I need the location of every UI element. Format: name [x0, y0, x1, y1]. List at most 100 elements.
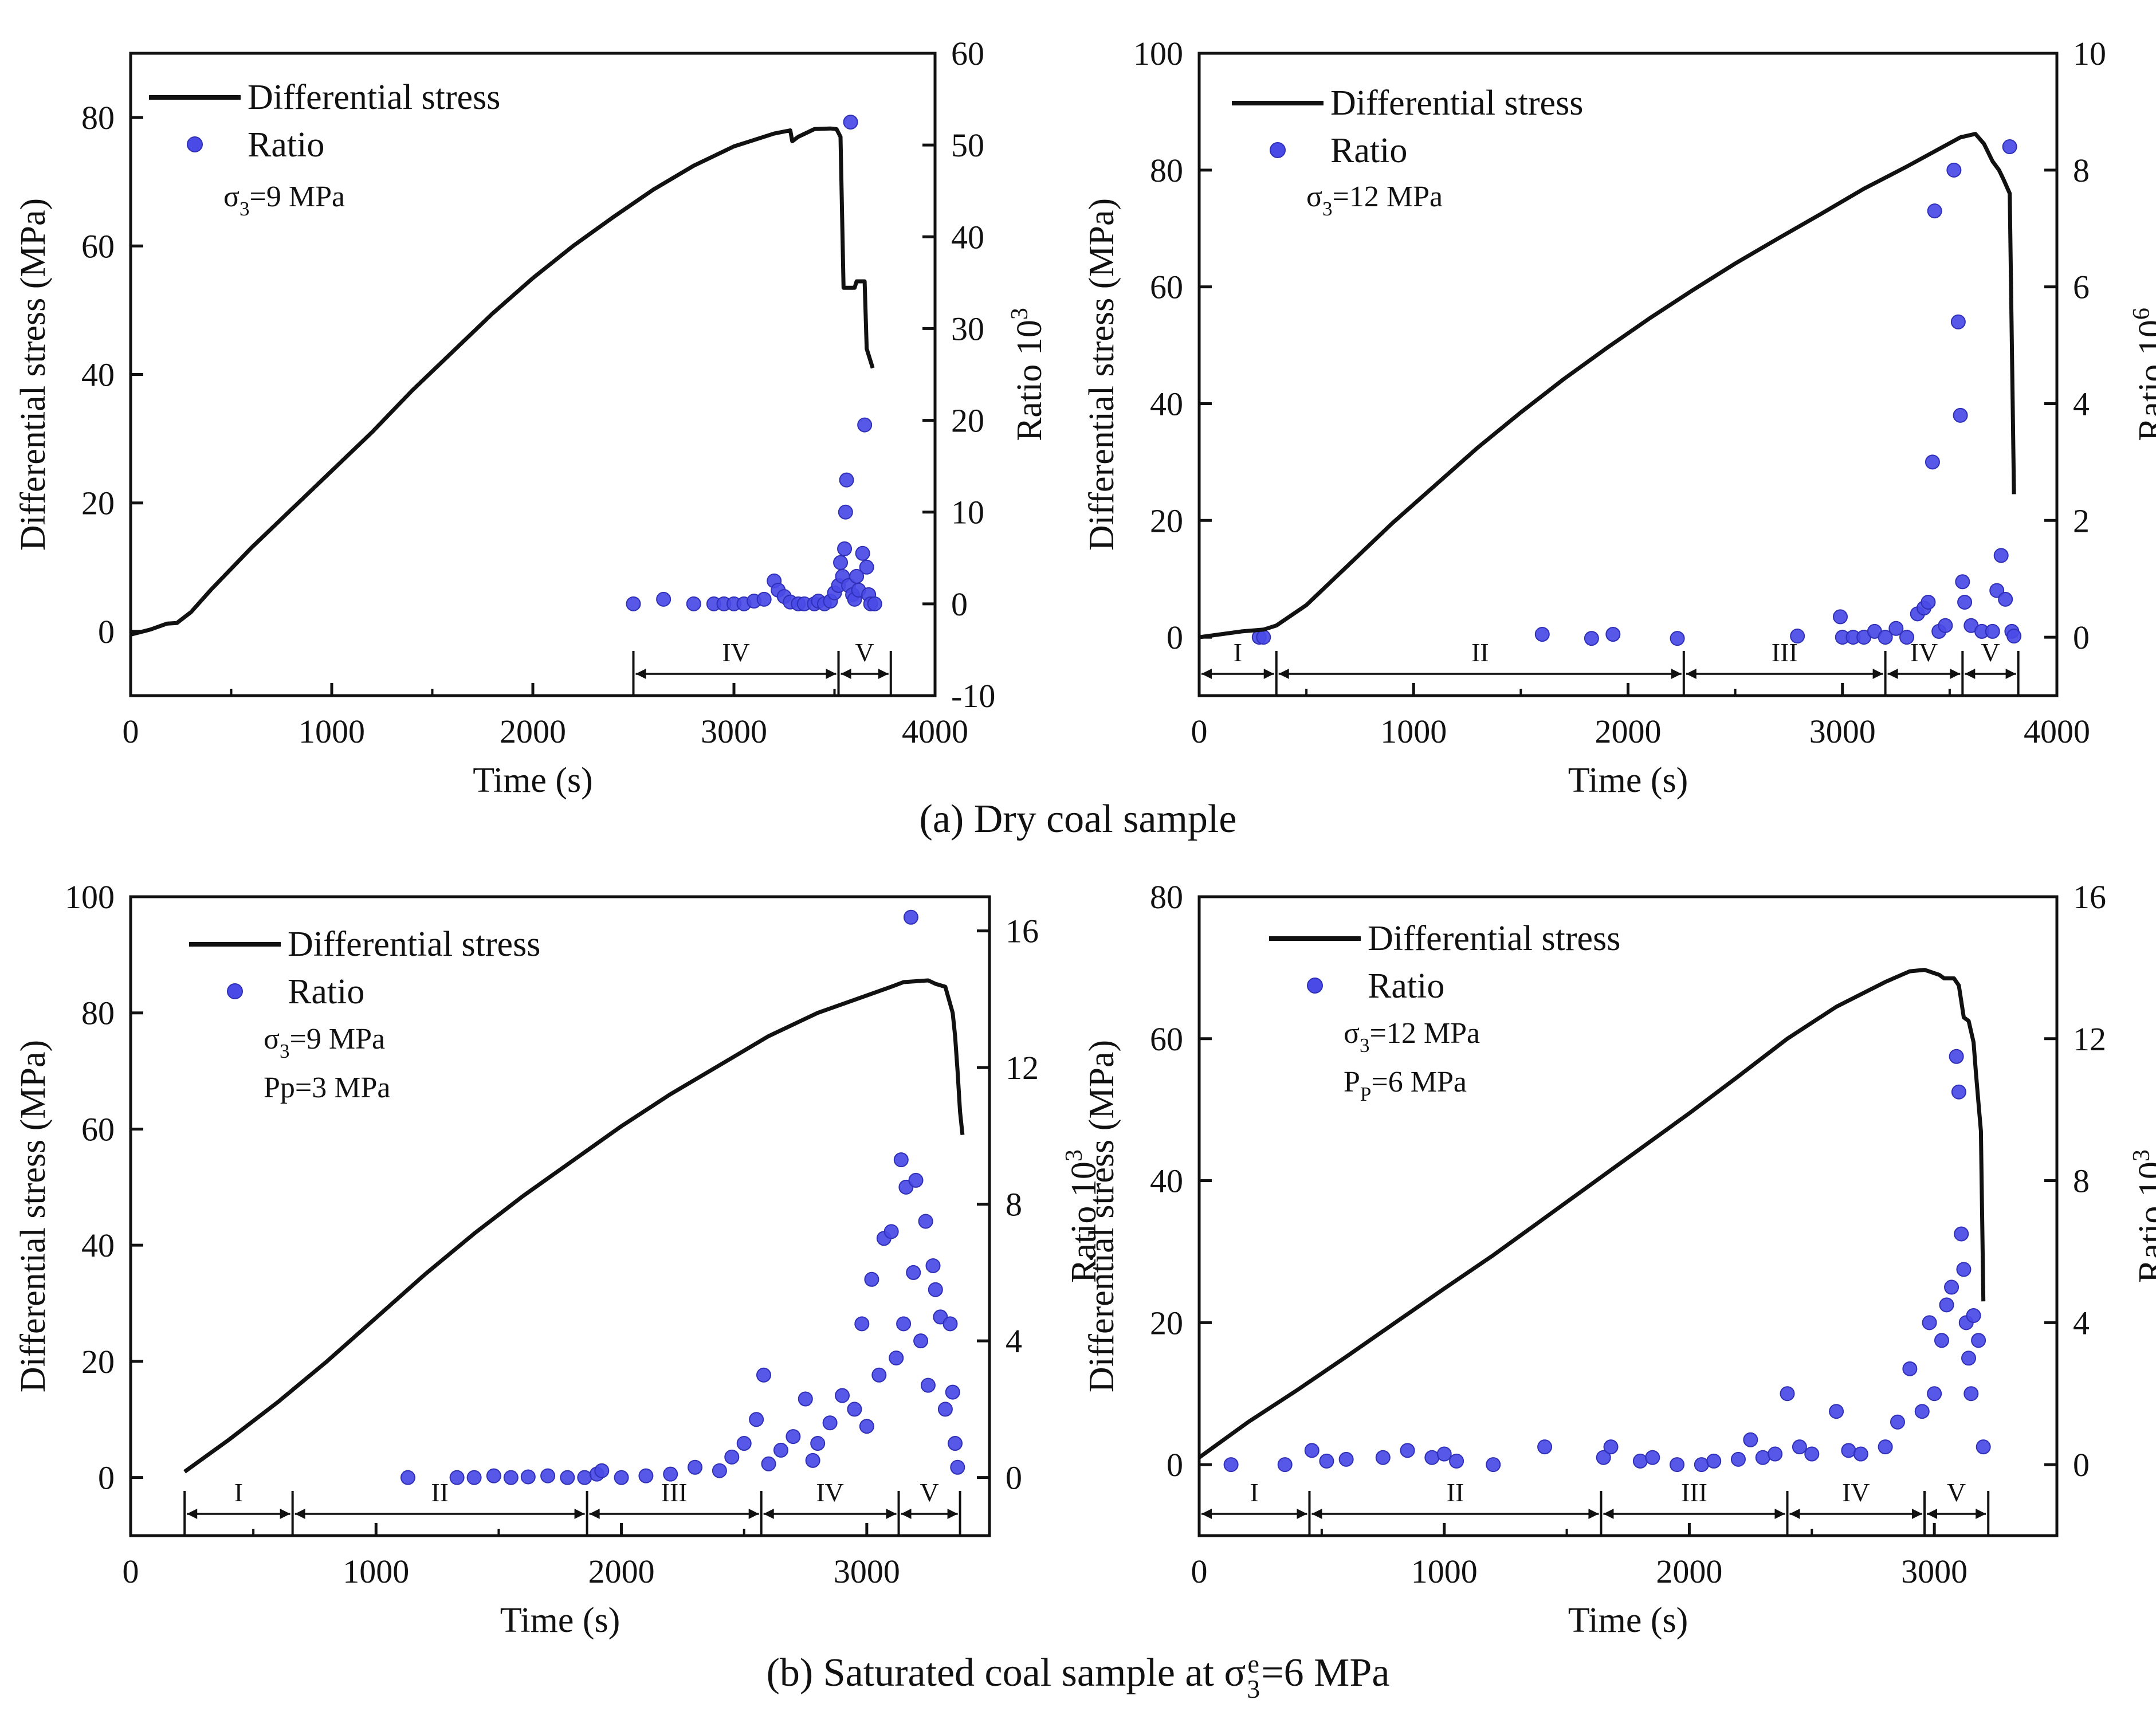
caption-b-suffix: =6 MPa [1261, 1651, 1390, 1695]
y-tick-label: 60 [1150, 269, 1183, 306]
ratio-point [1829, 1404, 1844, 1419]
annotation-1: Pp=3 MPa [264, 1071, 390, 1104]
stress-line [130, 126, 875, 637]
ratio-point [855, 545, 870, 561]
stage-label: II [1447, 1478, 1464, 1507]
ratio-point [1878, 630, 1893, 645]
y2-tick-label: 30 [951, 310, 984, 347]
x-tick-label: 2000 [588, 1553, 655, 1590]
ratio-point [805, 1453, 820, 1468]
ratio-point [756, 591, 772, 607]
y-tick-label: 0 [98, 613, 115, 650]
stage-arrow-head-right [1588, 1509, 1599, 1519]
ratio-point [1985, 623, 2000, 639]
ratio-point [950, 1459, 965, 1475]
ratio-point [638, 1468, 654, 1483]
stage-arrow-head-right [1950, 669, 1961, 679]
y2-tick-label: 4 [2073, 385, 2090, 422]
stage-arrow-head-left [1887, 669, 1898, 679]
ratio-point [2006, 629, 2022, 644]
caption-b-sup: e [1247, 1649, 1259, 1679]
legend-ratio-label: Ratio [1330, 131, 1407, 170]
ratio-point [1605, 626, 1621, 642]
y2-tick-label: 12 [1006, 1049, 1039, 1086]
stage-arrow-head-left [1965, 669, 1976, 679]
stage-arrow-head-right [878, 669, 889, 679]
x-tick-label: 1000 [343, 1553, 409, 1590]
caption-a: (a) Dry coal sample [0, 796, 2156, 842]
y-tick-label: 40 [81, 1227, 115, 1264]
stage-arrow-head-right [748, 1509, 759, 1519]
y2-tick-label: 60 [951, 35, 984, 72]
ratio-point [626, 596, 641, 611]
ratio-point [1424, 1450, 1440, 1465]
ratio-point [864, 1271, 879, 1287]
stage-arrow-head-left [1311, 1509, 1322, 1519]
ratio-point [838, 504, 853, 520]
plot-frame [129, 895, 991, 1537]
ratio-point [937, 1402, 953, 1417]
x-tick-label: 2000 [1595, 713, 1662, 750]
ratio-point [466, 1470, 482, 1485]
ratio-point [903, 909, 918, 925]
ratio-point [918, 1214, 933, 1229]
stage-arrow-head-left [841, 669, 851, 679]
ratio-point [843, 115, 858, 130]
ratio-point [1277, 1457, 1293, 1473]
ratio-point [761, 1456, 776, 1471]
ratio-point [1998, 591, 2013, 607]
y2-tick-label: 4 [2073, 1304, 2090, 1341]
ratio-point [857, 417, 873, 433]
ratio-point [1670, 1457, 1685, 1473]
ratio-point [893, 1152, 909, 1168]
stage-label: IV [722, 638, 750, 667]
y2-tick-label: 0 [2073, 1446, 2090, 1483]
caption-b-sub: 3 [1247, 1674, 1260, 1704]
stage-arrow-head-right [1872, 669, 1883, 679]
ratio-point [928, 1282, 943, 1297]
ratio-point [1223, 1457, 1239, 1473]
x-axis-label: Time (s) [473, 761, 593, 800]
stage-arrow-head-right [1263, 669, 1274, 679]
stage-label: III [1681, 1478, 1707, 1507]
legend-stress-label: Differential stress [288, 925, 540, 964]
ratio-scatter [626, 115, 882, 611]
stage-arrow-head-right [947, 1509, 958, 1519]
plot-frame [1197, 895, 2059, 1537]
x-tick-label: 2000 [500, 713, 566, 750]
ratio-point [1400, 1443, 1415, 1458]
legend-ratio-swatch [1307, 978, 1323, 994]
ratio-point [1853, 1446, 1868, 1462]
y-tick-label: 20 [81, 485, 115, 522]
ratio-point [908, 1172, 924, 1188]
ratio-point [1902, 1361, 1918, 1376]
stage-arrow-head-left [763, 1509, 774, 1519]
ratio-point [1780, 1386, 1795, 1402]
ratio-point [577, 1470, 592, 1485]
ratio-point [948, 1436, 963, 1451]
y-tick-label: 40 [1150, 1163, 1183, 1200]
ratio-point [1914, 1404, 1930, 1419]
ratio-point [942, 1316, 958, 1332]
ratio-point [400, 1470, 415, 1485]
stage-arrow-head-right [1976, 1509, 1986, 1519]
annotation-0: σ3=12 MPa [1306, 180, 1443, 220]
ratio-point [756, 1367, 771, 1383]
stage-arrow-head-right [1774, 1509, 1785, 1519]
ratio-point [1338, 1451, 1354, 1467]
legend-stress-label: Differential stress [1368, 919, 1620, 958]
ratio-point [1888, 621, 1904, 636]
legend-ratio-swatch [227, 983, 243, 999]
x-tick-label: 1000 [1380, 713, 1447, 750]
caption-b-prefix: (b) Saturated coal sample at σ [766, 1651, 1246, 1695]
ratio-point [867, 596, 882, 611]
y-tick-label: 0 [98, 1459, 115, 1497]
y2-tick-label: 10 [951, 494, 984, 531]
ratio-point [1833, 609, 1848, 625]
ratio-point [1878, 1439, 1893, 1455]
y-tick-label: 80 [81, 995, 115, 1032]
x-tick-label: 0 [1191, 713, 1208, 750]
x-axis-label: Time (s) [1568, 761, 1688, 800]
ratio-point [854, 1316, 870, 1332]
ratio-point [859, 559, 874, 575]
